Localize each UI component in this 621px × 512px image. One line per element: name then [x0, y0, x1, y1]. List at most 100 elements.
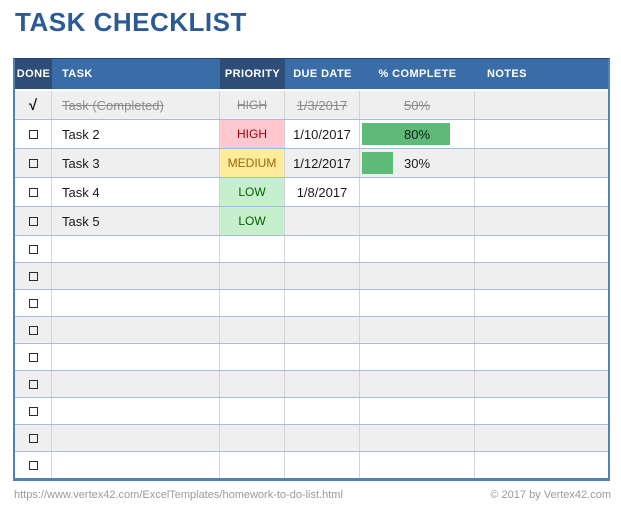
checkbox-icon[interactable] [28, 187, 38, 197]
done-cell[interactable] [15, 452, 52, 478]
done-cell[interactable] [15, 290, 52, 316]
done-cell[interactable] [15, 344, 52, 370]
checkbox-icon[interactable] [28, 271, 38, 281]
due-date-cell[interactable]: 1/8/2017 [285, 178, 360, 206]
column-header-task: TASK [62, 68, 93, 80]
task-cell[interactable]: Task 5 [52, 207, 220, 235]
done-cell[interactable] [15, 236, 52, 262]
notes-cell[interactable] [475, 398, 608, 424]
due-date-cell[interactable]: 1/10/2017 [285, 120, 360, 148]
due-date-cell[interactable] [285, 398, 360, 424]
due-date-cell[interactable] [285, 317, 360, 343]
checkbox-icon[interactable] [28, 298, 38, 308]
priority-cell[interactable] [220, 317, 285, 343]
done-cell[interactable] [15, 149, 52, 177]
priority-cell[interactable]: LOW [220, 207, 285, 235]
percent-complete-cell[interactable] [360, 317, 475, 343]
percent-complete-cell[interactable]: 80% [360, 120, 475, 148]
priority-cell[interactable] [220, 236, 285, 262]
priority-cell[interactable] [220, 371, 285, 397]
notes-cell[interactable] [475, 263, 608, 289]
notes-cell[interactable] [475, 120, 608, 148]
done-cell[interactable] [15, 425, 52, 451]
task-cell[interactable] [52, 290, 220, 316]
due-date-cell[interactable] [285, 290, 360, 316]
priority-cell[interactable] [220, 425, 285, 451]
notes-cell[interactable] [475, 207, 608, 235]
due-date-cell[interactable]: 1/12/2017 [285, 149, 360, 177]
task-cell[interactable]: Task 2 [52, 120, 220, 148]
task-cell[interactable] [52, 317, 220, 343]
task-cell[interactable] [52, 236, 220, 262]
notes-cell[interactable] [475, 290, 608, 316]
checkbox-icon[interactable] [28, 129, 38, 139]
checkbox-icon[interactable] [28, 158, 38, 168]
percent-complete-cell[interactable] [360, 178, 475, 206]
task-cell[interactable] [52, 425, 220, 451]
percent-complete-cell[interactable] [360, 371, 475, 397]
percent-complete-cell[interactable] [360, 344, 475, 370]
percent-complete-cell[interactable] [360, 236, 475, 262]
checkbox-icon[interactable] [28, 216, 38, 226]
due-date-cell[interactable] [285, 236, 360, 262]
percent-complete-cell[interactable] [360, 452, 475, 478]
percent-complete-cell[interactable] [360, 263, 475, 289]
due-date-cell[interactable] [285, 371, 360, 397]
priority-cell[interactable]: LOW [220, 178, 285, 206]
percent-complete-cell[interactable]: 30% [360, 149, 475, 177]
task-cell[interactable]: Task 3 [52, 149, 220, 177]
task-cell[interactable] [52, 371, 220, 397]
percent-complete-cell[interactable] [360, 398, 475, 424]
done-cell[interactable] [15, 317, 52, 343]
percent-complete-cell[interactable] [360, 425, 475, 451]
checkbox-icon[interactable] [28, 460, 38, 470]
notes-cell[interactable] [475, 149, 608, 177]
checkbox-icon[interactable] [28, 244, 38, 254]
due-date-cell[interactable] [285, 344, 360, 370]
priority-cell[interactable] [220, 344, 285, 370]
task-cell[interactable] [52, 344, 220, 370]
priority-cell[interactable] [220, 263, 285, 289]
done-cell[interactable] [15, 178, 52, 206]
due-date-cell[interactable] [285, 207, 360, 235]
percent-complete-cell[interactable] [360, 207, 475, 235]
checkbox-icon[interactable] [28, 352, 38, 362]
task-cell[interactable] [52, 398, 220, 424]
due-date-cell[interactable] [285, 263, 360, 289]
priority-cell[interactable]: MEDIUM [220, 149, 285, 177]
done-cell[interactable] [15, 207, 52, 235]
priority-cell[interactable] [220, 398, 285, 424]
checkbox-icon[interactable] [28, 406, 38, 416]
template-url-link[interactable]: https://www.vertex42.com/ExcelTemplates/… [14, 489, 343, 501]
task-cell[interactable] [52, 452, 220, 478]
done-cell[interactable] [15, 120, 52, 148]
notes-cell[interactable] [475, 317, 608, 343]
done-cell[interactable] [15, 371, 52, 397]
done-cell[interactable]: √ [15, 91, 52, 119]
done-cell[interactable] [15, 398, 52, 424]
done-cell[interactable] [15, 263, 52, 289]
notes-cell[interactable] [475, 236, 608, 262]
task-cell[interactable] [52, 263, 220, 289]
notes-cell[interactable] [475, 371, 608, 397]
percent-complete-cell[interactable] [360, 290, 475, 316]
percent-complete-cell[interactable]: 50% [360, 91, 475, 119]
notes-cell[interactable] [475, 344, 608, 370]
due-date-cell[interactable] [285, 452, 360, 478]
priority-cell[interactable]: HIGH [220, 91, 285, 119]
priority-cell[interactable] [220, 290, 285, 316]
checkbox-icon[interactable] [28, 325, 38, 335]
checkbox-icon[interactable] [28, 433, 38, 443]
notes-cell[interactable] [475, 91, 608, 119]
priority-cell[interactable] [220, 452, 285, 478]
notes-cell[interactable] [475, 178, 608, 206]
notes-cell[interactable] [475, 452, 608, 478]
due-date-cell[interactable]: 1/3/2017 [285, 91, 360, 119]
priority-cell[interactable]: HIGH [220, 120, 285, 148]
task-cell[interactable]: Task 4 [52, 178, 220, 206]
notes-cell[interactable] [475, 425, 608, 451]
task-cell[interactable]: Task (Completed) [52, 91, 220, 119]
due-date-cell[interactable] [285, 425, 360, 451]
checkbox-icon[interactable] [28, 379, 38, 389]
checkmark-icon[interactable]: √ [28, 96, 38, 114]
